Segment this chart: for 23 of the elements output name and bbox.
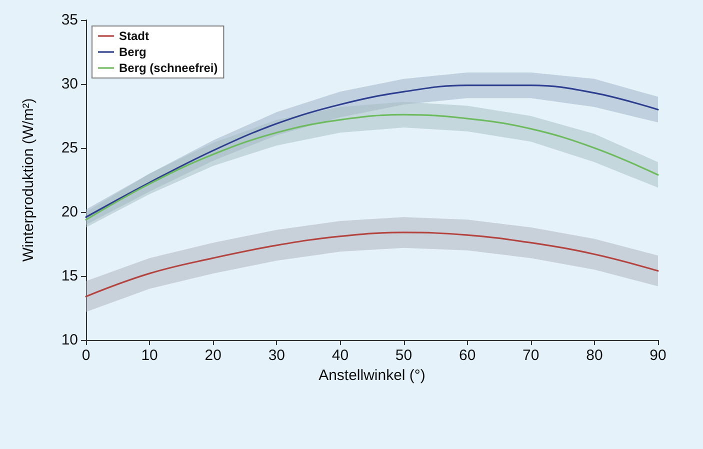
y-tick-label: 10 <box>61 332 78 348</box>
x-tick-label: 10 <box>141 347 158 364</box>
x-tick-label: 20 <box>204 347 222 364</box>
legend-label: Berg <box>119 45 146 59</box>
x-tick-label: 50 <box>395 347 412 364</box>
y-tick-label: 35 <box>61 12 78 28</box>
x-tick-label: 30 <box>268 347 286 364</box>
y-tick-label: 20 <box>61 204 78 220</box>
x-tick-label: 70 <box>522 347 540 364</box>
y-axis-title: Winterproduktion (W/m²) <box>20 98 37 262</box>
x-tick-label: 0 <box>82 347 90 364</box>
x-tick-label: 60 <box>458 347 476 364</box>
x-tick-label: 80 <box>586 347 603 364</box>
x-axis-title: Anstellwinkel (°) <box>318 367 426 384</box>
line-series <box>85 232 659 298</box>
y-tick-label: 30 <box>61 76 78 92</box>
legend-label: Stadt <box>119 29 150 43</box>
x-tick-label: 40 <box>332 347 349 364</box>
legend-label: Berg (schneefrei) <box>119 61 218 75</box>
y-tick-label: 15 <box>61 268 78 284</box>
x-tick-label: 90 <box>650 347 666 364</box>
line-series <box>85 114 659 220</box>
y-tick-label: 25 <box>61 140 78 156</box>
